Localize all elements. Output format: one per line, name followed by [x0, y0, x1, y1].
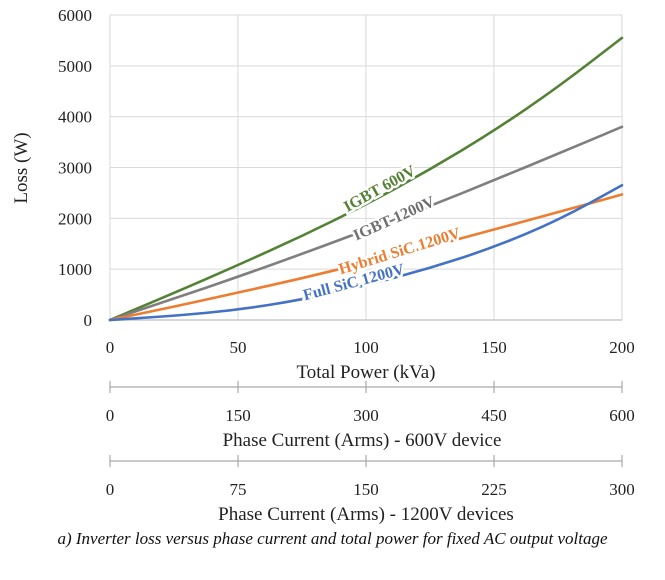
y-tick-label: 0: [84, 311, 93, 330]
sec-tick-label: 600: [609, 406, 635, 425]
sec-tick-label: 300: [353, 406, 379, 425]
x-axis-title: Total Power (kVa): [296, 362, 435, 383]
x-tick-labels: 0 50 100 150 200: [106, 338, 635, 357]
x-grid: [109, 15, 623, 321]
y-tick-label: 4000: [58, 108, 92, 127]
series-line-igbt-1200v: [108, 125, 624, 322]
loss-chart: Loss (W) 0 1000 2000 3000 4000 5000 6000…: [11, 6, 635, 525]
x-tick-label: 200: [609, 338, 635, 357]
sec-tick-label: 450: [481, 406, 507, 425]
y-axis-title: Loss (W): [11, 132, 32, 203]
sec-tick-label: 225: [481, 480, 507, 499]
y-tick-labels: 0 1000 2000 3000 4000 5000 6000: [58, 6, 92, 330]
secondary-axis-title: Phase Current (Arms) - 600V device: [223, 430, 502, 451]
series-lines: [108, 36, 624, 322]
sec-tick-label: 300: [609, 480, 635, 499]
secondary-axis-1200v: 0 75 150 225 300 Phase Current (Arms) - …: [106, 455, 635, 525]
y-tick-label: 1000: [58, 260, 92, 279]
sec-tick-label: 75: [230, 480, 247, 499]
secondary-axis-title: Phase Current (Arms) - 1200V devices: [218, 504, 514, 525]
sec-tick-label: 0: [106, 406, 115, 425]
sec-tick-label: 0: [106, 480, 115, 499]
y-tick-label: 3000: [58, 159, 92, 178]
series-line-hybrid-sic-1200v: [108, 193, 624, 322]
x-tick-label: 50: [230, 338, 247, 357]
x-tick-label: 0: [106, 338, 115, 357]
series-labels: IGBT 600V IGBT 1200V Hybrid SiC 1200V Fu…: [299, 160, 466, 307]
series-line-igbt-600v: [108, 36, 624, 322]
x-tick-label: 100: [353, 338, 379, 357]
y-tick-label: 2000: [58, 209, 92, 228]
figure-caption: a) Inverter loss versus phase current an…: [57, 529, 608, 548]
sec-tick-label: 150: [225, 406, 251, 425]
sec-tick-label: 150: [353, 480, 379, 499]
y-tick-label: 6000: [58, 6, 92, 25]
y-tick-label: 5000: [58, 57, 92, 76]
x-tick-label: 150: [481, 338, 507, 357]
secondary-axis-600v: 0 150 300 450 600 Phase Current (Arms) -…: [106, 381, 635, 451]
series-line-full-sic-1200v: [108, 183, 624, 322]
